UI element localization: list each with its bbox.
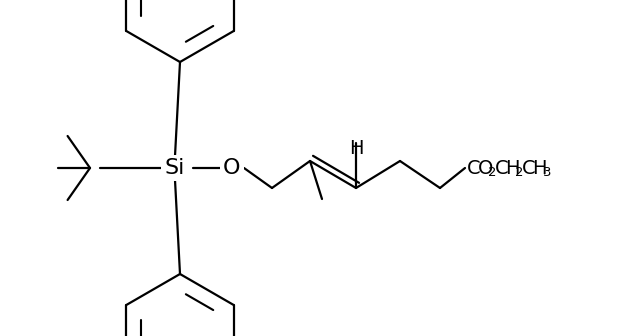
- Text: O: O: [477, 159, 493, 177]
- Text: 3: 3: [543, 167, 552, 179]
- Text: C: C: [522, 159, 536, 177]
- Text: C: C: [495, 159, 508, 177]
- Text: H: H: [532, 159, 547, 177]
- Text: 2: 2: [515, 167, 524, 179]
- Text: H: H: [505, 159, 520, 177]
- Text: H: H: [349, 139, 364, 158]
- Text: C: C: [467, 159, 481, 177]
- Text: 2: 2: [488, 167, 497, 179]
- Text: Si: Si: [165, 158, 185, 178]
- Text: O: O: [223, 158, 241, 178]
